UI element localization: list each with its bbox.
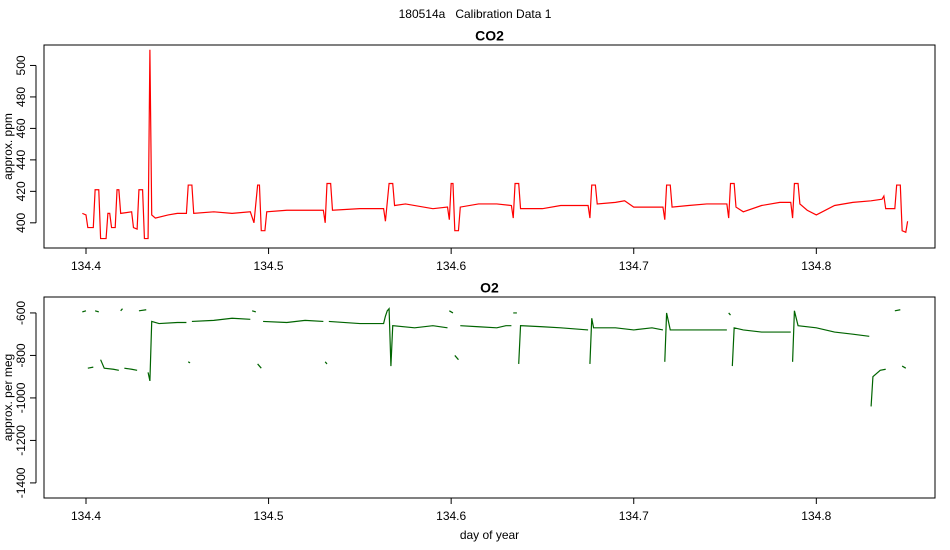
y-axis-label: approx. ppm: [1, 113, 15, 180]
y-axis-label: approx. per meg: [1, 354, 15, 441]
x-axis-label: day of year: [460, 528, 519, 542]
y-tick-label: 460: [14, 118, 28, 138]
figure-title: 180514a Calibration Data 1: [399, 7, 552, 21]
x-tick-label: 134.7: [619, 259, 649, 273]
x-tick-label: 134.5: [254, 509, 284, 523]
y-tick-label: 400: [14, 212, 28, 232]
data-line: [82, 49, 909, 240]
x-tick-label: 134.6: [436, 259, 466, 273]
y-tick-label: 480: [14, 87, 28, 107]
y-tick-label: -600: [14, 301, 28, 325]
x-tick-label: 134.8: [801, 509, 831, 523]
y-tick-label: 440: [14, 150, 28, 170]
y-tick-label: -1400: [14, 467, 28, 498]
y-tick-label: -1200: [14, 425, 28, 456]
panel-title: CO2: [475, 28, 504, 44]
x-tick-label: 134.7: [619, 509, 649, 523]
y-tick-label: 500: [14, 55, 28, 75]
x-tick-label: 134.6: [436, 509, 466, 523]
y-tick-label: 420: [14, 181, 28, 201]
y-tick-label: -800: [14, 343, 28, 367]
x-tick-label: 134.8: [801, 259, 831, 273]
x-tick-label: 134.5: [254, 259, 284, 273]
x-tick-label: 134.4: [71, 259, 101, 273]
y-tick-label: -1000: [14, 382, 28, 413]
plot-frame: [43, 44, 936, 249]
x-tick-label: 134.4: [71, 509, 101, 523]
data-line: [82, 307, 907, 407]
panel-title: O2: [480, 280, 499, 296]
